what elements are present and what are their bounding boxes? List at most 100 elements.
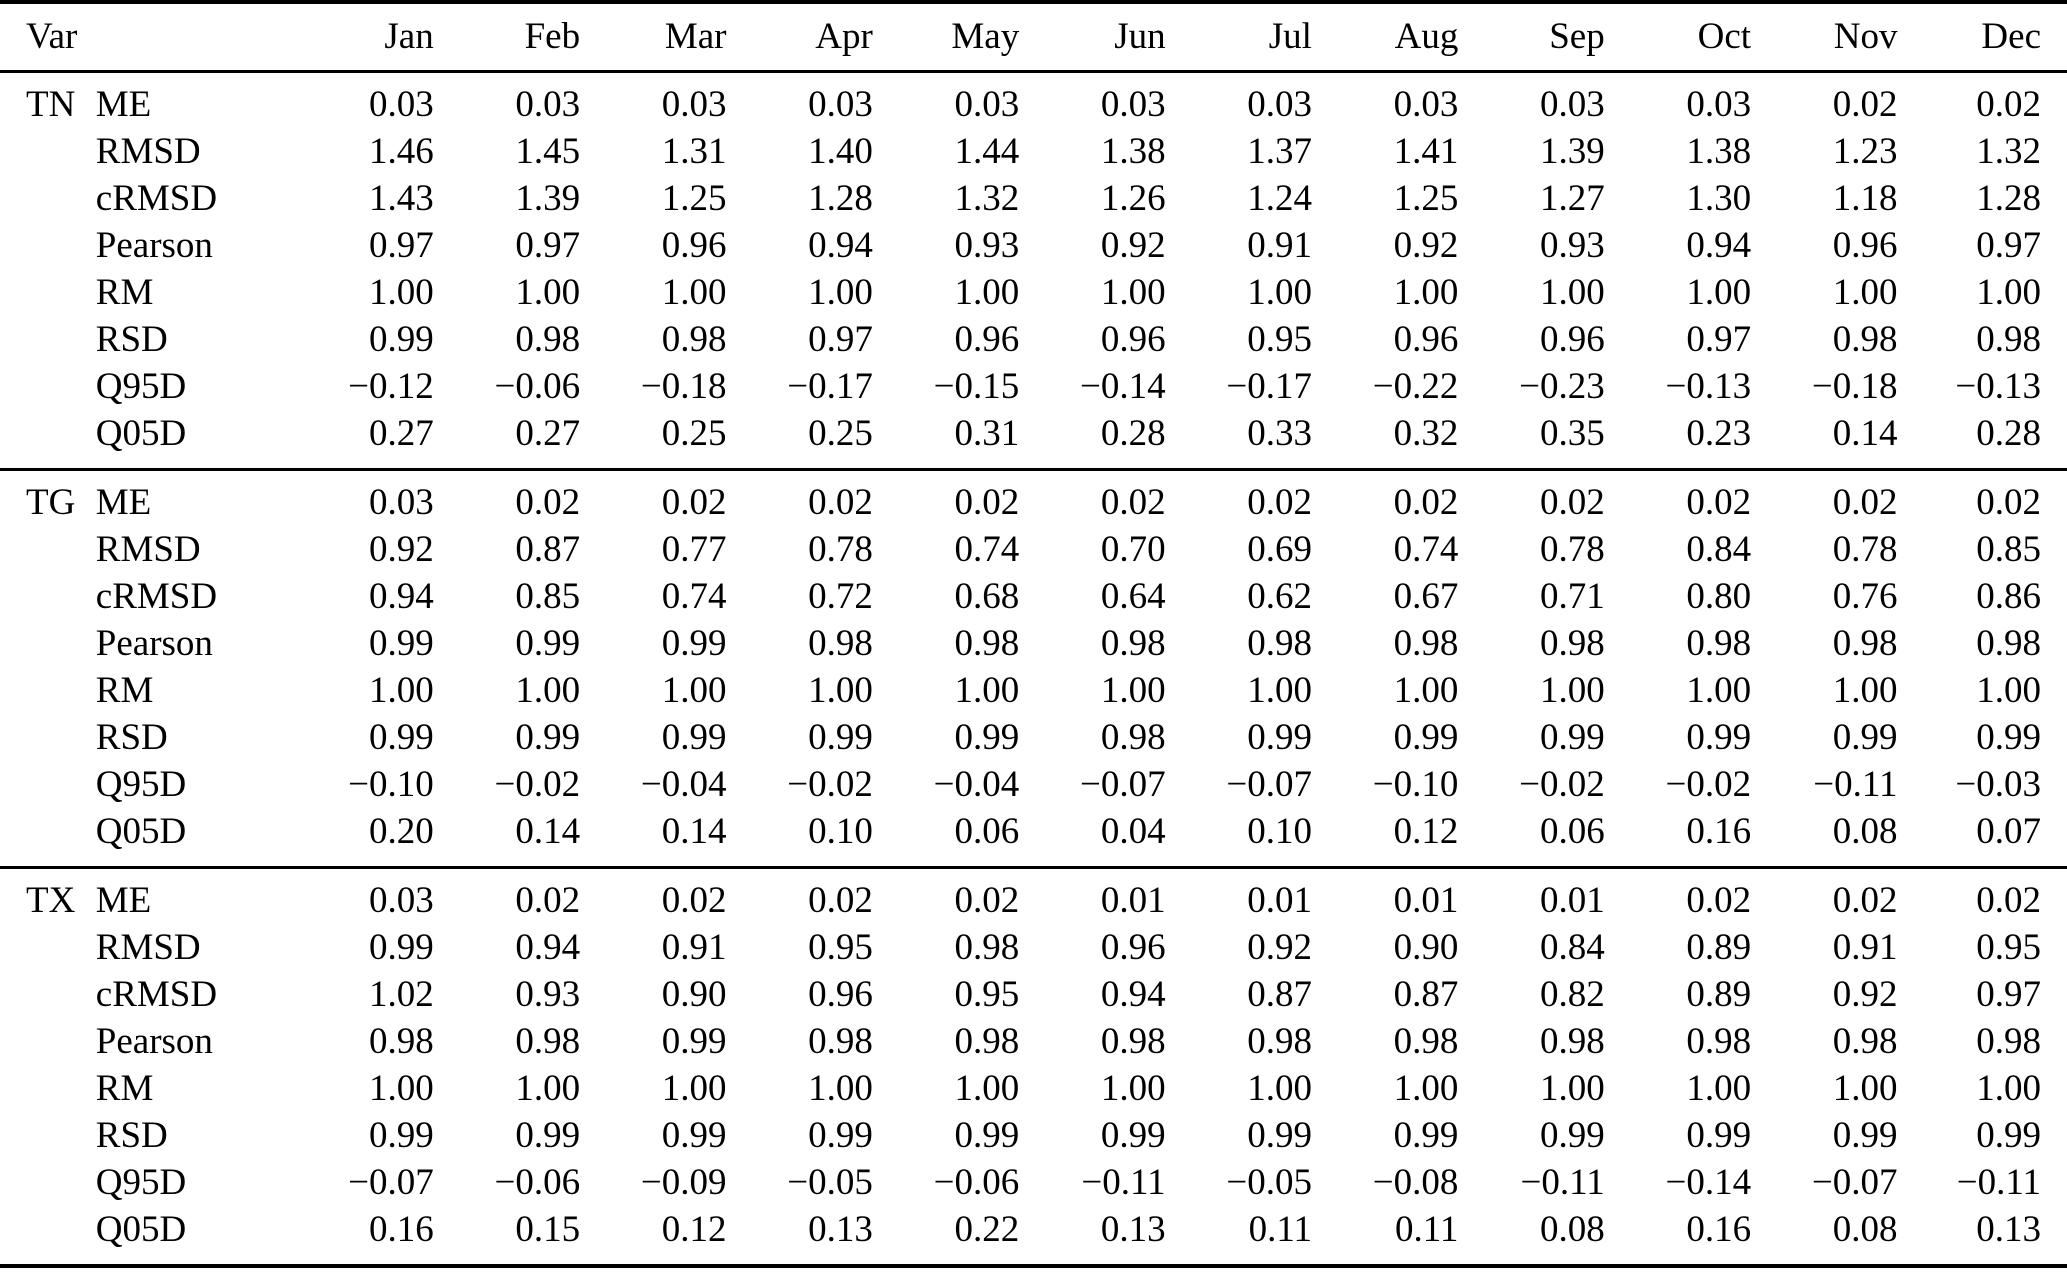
value-cell: −0.11 [1081, 1162, 1166, 1203]
value-cell: 0.02 [661, 482, 727, 523]
value-cell: 0.11 [1248, 1209, 1312, 1250]
value-cell: 0.93 [1539, 225, 1605, 266]
value-cell: 1.00 [1832, 1068, 1898, 1109]
value-cell: 0.82 [1539, 974, 1605, 1015]
metric-label: cRMSD [95, 576, 218, 617]
value-cell: 0.10 [808, 811, 873, 852]
value-cell: 0.03 [661, 84, 727, 125]
value-cell: −0.15 [933, 366, 1020, 407]
col-header-month: May [951, 16, 1020, 57]
value-cell: 0.99 [1976, 717, 2041, 758]
var-label [0, 1112, 96, 1159]
value-cell: 0.64 [1100, 576, 1166, 617]
value-cell: 0.72 [808, 576, 873, 617]
metric-label: RMSD [95, 131, 201, 172]
value-cell: 0.02 [954, 482, 1020, 523]
value-cell: 0.02 [1686, 880, 1752, 921]
value-cell: 1.00 [1539, 272, 1605, 313]
value-cell: −0.13 [1955, 366, 2041, 407]
value-cell: 0.02 [1100, 482, 1166, 523]
metric-label: ME [95, 880, 152, 921]
value-cell: 0.99 [368, 717, 434, 758]
metric-label: Q95D [95, 1162, 187, 1203]
col-header-month: Nov [1833, 16, 1898, 57]
value-cell: 0.25 [661, 413, 727, 454]
value-cell: 1.00 [954, 670, 1020, 711]
value-cell: 0.02 [1976, 880, 2041, 921]
value-cell: 0.96 [1539, 319, 1605, 360]
var-label [0, 1018, 96, 1065]
value-cell: 1.00 [515, 272, 581, 313]
value-cell: 0.96 [1100, 927, 1166, 968]
group-tg: TG ME 0.03 0.02 0.02 0.02 0.02 0.02 0.02 0.02 0.02… [0, 469, 2067, 868]
value-cell: 0.99 [515, 623, 581, 664]
value-cell: −0.11 [1520, 1162, 1605, 1203]
value-cell: 0.99 [1393, 1115, 1459, 1156]
value-cell: 0.01 [1393, 880, 1459, 921]
value-cell: 0.03 [1247, 84, 1312, 125]
value-cell: 0.97 [1686, 319, 1752, 360]
value-cell: 0.06 [1539, 811, 1605, 852]
value-cell: 0.95 [1976, 927, 2041, 968]
value-cell: 0.31 [954, 413, 1020, 454]
value-cell: −0.23 [1519, 366, 1605, 407]
value-cell: 0.98 [1100, 717, 1166, 758]
value-cell: −0.05 [1226, 1162, 1312, 1203]
value-cell: 1.24 [1247, 178, 1312, 219]
value-cell: 1.00 [368, 1068, 434, 1109]
value-cell: 0.98 [808, 623, 873, 664]
value-cell: 1.25 [661, 178, 727, 219]
var-label [0, 573, 96, 620]
value-cell: 0.07 [1976, 811, 2041, 852]
var-label [0, 1206, 96, 1266]
value-cell: 0.91 [1832, 927, 1898, 968]
value-cell: 1.25 [1393, 178, 1459, 219]
value-cell: −0.08 [1372, 1162, 1459, 1203]
value-cell: 0.98 [954, 1021, 1020, 1062]
col-header-month: Jul [1268, 16, 1312, 57]
value-cell: 0.97 [515, 225, 581, 266]
value-cell: 0.01 [1247, 880, 1312, 921]
col-header-month: Sep [1549, 16, 1605, 57]
value-cell: 0.33 [1247, 413, 1312, 454]
value-cell: 0.98 [1686, 1021, 1752, 1062]
value-cell: 0.86 [1976, 576, 2041, 617]
value-cell: 0.32 [1393, 413, 1459, 454]
value-cell: −0.07 [1079, 764, 1166, 805]
value-cell: 0.97 [808, 319, 873, 360]
value-cell: 1.43 [368, 178, 434, 219]
value-cell: 0.67 [1393, 576, 1459, 617]
value-cell: 1.00 [1393, 272, 1459, 313]
value-cell: 1.27 [1539, 178, 1605, 219]
value-cell: 0.92 [368, 529, 434, 570]
table-row: RM 1.00 1.00 1.00 1.00 1.00 1.00 1.00 1.00 1.00 1.… [0, 269, 2067, 316]
table-row: RSD 0.99 0.99 0.99 0.99 0.99 0.99 0.99 0.99 0.99 0… [0, 1112, 2067, 1159]
value-cell: 1.30 [1686, 178, 1752, 219]
value-cell: −0.07 [348, 1162, 434, 1203]
value-cell: −0.05 [787, 1162, 873, 1203]
value-cell: 0.99 [1686, 717, 1752, 758]
value-cell: 1.26 [1100, 178, 1166, 219]
value-cell: 0.02 [808, 880, 873, 921]
metric-label: Q05D [95, 811, 187, 852]
value-cell: −0.06 [494, 366, 581, 407]
value-cell: 0.02 [515, 880, 581, 921]
value-cell: 0.08 [1832, 811, 1898, 852]
value-cell: 1.41 [1393, 131, 1459, 172]
value-cell: 0.89 [1686, 927, 1752, 968]
value-cell: 0.99 [1686, 1115, 1752, 1156]
value-cell: −0.17 [787, 366, 873, 407]
value-cell: 0.96 [661, 225, 727, 266]
table-row: Q95D −0.10 −0.02 −0.04 −0.02 −0.04 −0.07 −0.07 −… [0, 761, 2067, 808]
value-cell: 1.00 [1100, 272, 1166, 313]
var-label [0, 269, 96, 316]
value-cell: 0.02 [1832, 880, 1898, 921]
value-cell: 0.74 [661, 576, 727, 617]
value-cell: 0.99 [368, 1115, 434, 1156]
value-cell: 0.95 [1247, 319, 1312, 360]
table-row: TN ME 0.03 0.03 0.03 0.03 0.03 0.03 0.03 0.03 0.03… [0, 72, 2067, 129]
value-cell: 1.00 [368, 272, 434, 313]
var-label [0, 316, 96, 363]
value-cell: 0.95 [808, 927, 873, 968]
value-cell: 0.16 [1686, 811, 1752, 852]
